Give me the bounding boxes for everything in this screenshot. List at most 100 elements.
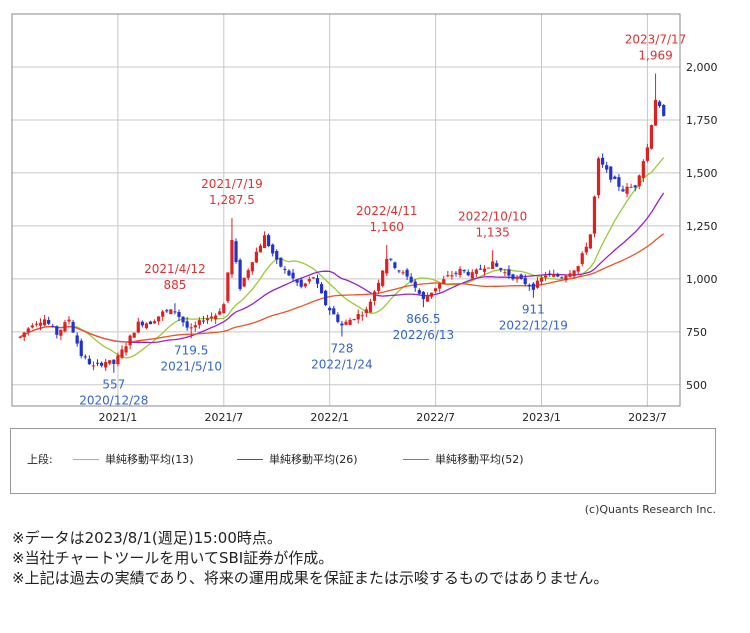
candle-body xyxy=(466,271,470,276)
candle-body xyxy=(438,283,442,289)
y-tick-label: 750 xyxy=(686,326,707,339)
footnote-data-time: ※データは2023/8/1(週足)15:00時点。 xyxy=(12,529,282,547)
candle-body xyxy=(26,328,30,332)
candle-body xyxy=(393,262,397,268)
candle-body xyxy=(409,276,413,283)
price-annotation: 2021/5/10 xyxy=(160,359,222,373)
candle-body xyxy=(181,316,185,323)
candle-body xyxy=(299,279,303,287)
y-tick-label: 1,750 xyxy=(686,114,718,127)
y-tick-label: 500 xyxy=(686,379,707,392)
candle-body xyxy=(222,304,226,314)
candle-body xyxy=(214,315,218,320)
candle-body xyxy=(425,296,430,302)
price-annotation: 1,160 xyxy=(370,220,404,234)
candle-body xyxy=(152,321,157,324)
candle-body xyxy=(42,319,47,326)
candle-body xyxy=(617,177,621,187)
candle-body xyxy=(356,314,360,320)
plot-frame xyxy=(11,13,681,407)
stock-chart: 500 750 1,000 1,250 1,500 1,750 2,000 2021/1 202… xyxy=(11,13,718,424)
candle-body xyxy=(511,274,515,280)
price-annotation: 2020/12/28 xyxy=(79,394,148,408)
candle-body xyxy=(140,321,144,326)
candle-body xyxy=(470,272,474,279)
candle-body xyxy=(311,277,316,279)
candle-body xyxy=(613,176,617,179)
y-tick-label: 2,000 xyxy=(686,61,718,74)
candle-body xyxy=(389,258,393,260)
candle-body xyxy=(67,319,71,322)
candle-body xyxy=(104,362,108,368)
candle-body xyxy=(527,284,531,287)
price-annotation: 557 xyxy=(102,378,125,392)
candle-body xyxy=(116,355,120,365)
candle-body xyxy=(421,291,425,300)
candle-body xyxy=(633,185,637,188)
candle-body xyxy=(548,273,552,275)
candle-body xyxy=(169,309,173,315)
candle-body xyxy=(662,105,666,116)
candle-body xyxy=(576,266,580,272)
moving-average-line xyxy=(19,233,665,343)
candle-body xyxy=(91,365,96,367)
footnote-disclaimer: ※上記は過去の実績であり、将来の運用成果を保証または示唆するものではありません。 xyxy=(12,569,609,587)
candle-body xyxy=(226,272,230,302)
candle-body xyxy=(564,275,568,281)
candle-body xyxy=(189,327,193,329)
candle-body xyxy=(157,316,161,322)
candle-body xyxy=(279,257,283,267)
candle-body xyxy=(242,277,246,287)
candle-body xyxy=(543,275,548,278)
candle-body xyxy=(434,288,438,292)
x-tick-label: 2022/1 xyxy=(310,411,349,424)
legend-item-sma13: 単純移動平均(13) xyxy=(73,452,194,466)
candle-body xyxy=(128,335,132,346)
y-tick-label: 1,250 xyxy=(686,220,718,233)
legend-swatch-sma26 xyxy=(237,458,263,460)
candle-body xyxy=(148,321,153,325)
candle-body xyxy=(275,251,279,260)
candle-body xyxy=(319,284,324,294)
legend-text-sma52: 単純移動平均(52) xyxy=(435,453,524,466)
candle-body xyxy=(250,262,254,272)
candle-body xyxy=(295,279,299,283)
legend-item-sma26: 単純移動平均(26) xyxy=(237,452,358,466)
candle-body xyxy=(75,335,79,344)
candle-body xyxy=(218,311,222,315)
price-annotation: 866.5 xyxy=(406,312,440,326)
candle-body xyxy=(47,319,51,324)
candle-body xyxy=(503,272,507,274)
price-annotation: 2023/7/17 xyxy=(625,33,687,47)
candle-body xyxy=(197,320,201,325)
candle-body xyxy=(30,325,34,328)
price-annotation: 911 xyxy=(522,303,545,317)
candle-body xyxy=(83,356,87,358)
x-tick-label: 2021/1 xyxy=(99,411,138,424)
candle-body xyxy=(601,157,605,165)
candle-body xyxy=(381,270,385,286)
candle-body xyxy=(238,259,242,289)
candle-body xyxy=(18,336,22,338)
candle-body xyxy=(185,321,189,328)
candle-body xyxy=(429,292,434,297)
candle-body xyxy=(161,311,165,317)
candle-body xyxy=(658,101,662,107)
candle-body xyxy=(348,319,352,326)
candle-body xyxy=(385,258,389,274)
candle-body xyxy=(401,272,405,274)
candle-body xyxy=(267,235,271,247)
price-annotation: 728 xyxy=(330,341,353,355)
candle-body xyxy=(519,274,523,279)
legend-item-sma52: 単純移動平均(52) xyxy=(403,452,524,466)
candle-body xyxy=(629,186,633,188)
candle-body xyxy=(442,279,446,285)
price-annotation: 2022/1/24 xyxy=(311,357,373,371)
candle-body xyxy=(592,196,597,234)
legend-box: 上段: 単純移動平均(13) 単純移動平均(26) 単純移動平均(52) xyxy=(10,428,716,494)
candle-body xyxy=(560,277,564,279)
x-tick-label: 2023/1 xyxy=(522,411,561,424)
candle-body xyxy=(108,360,112,364)
candle-body xyxy=(641,161,645,178)
candle-body xyxy=(22,332,26,338)
